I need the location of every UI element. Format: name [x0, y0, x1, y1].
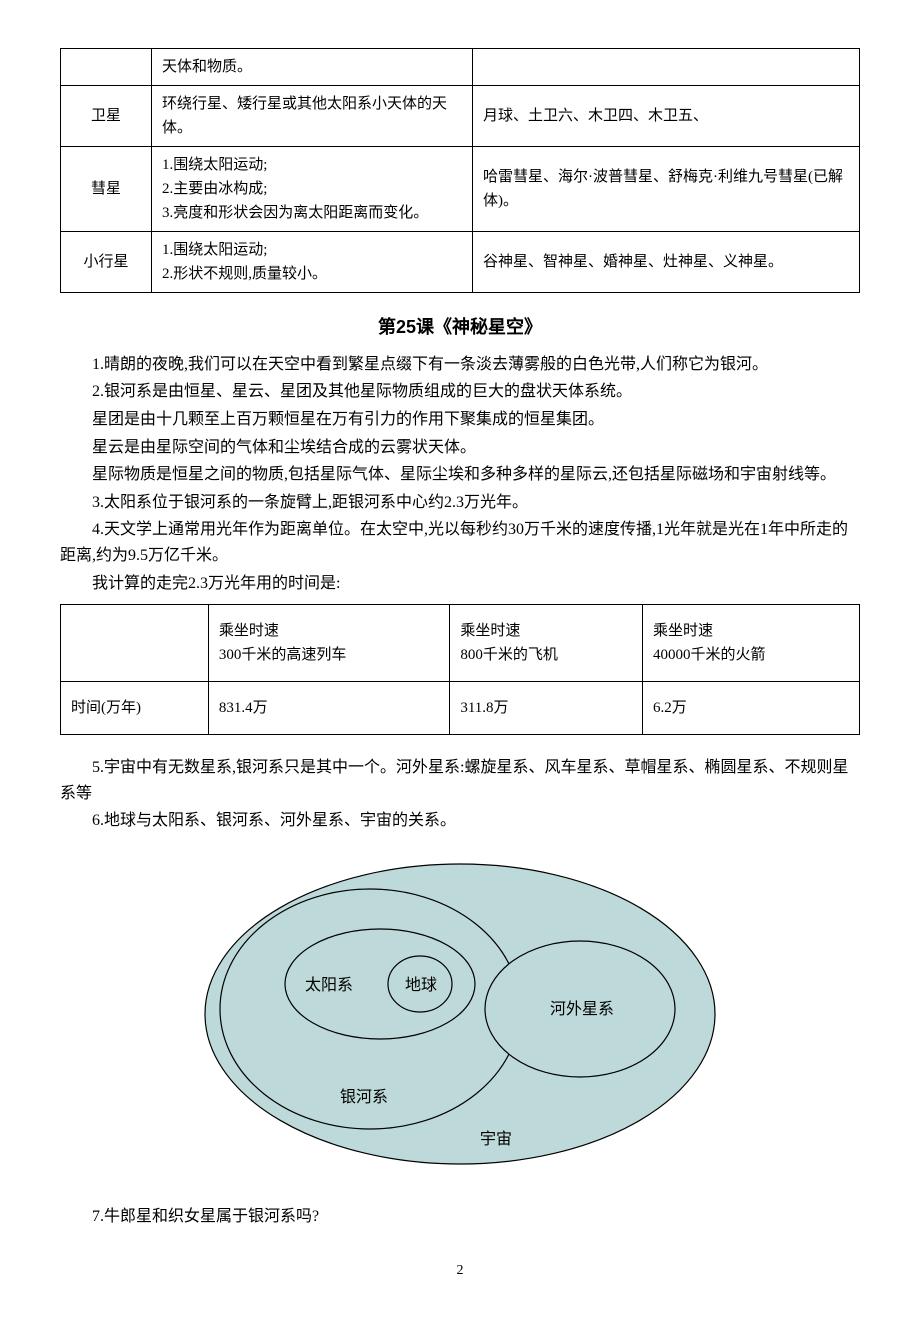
para-10: 6.地球与太阳系、银河系、河外星系、宇宙的关系。 — [60, 808, 860, 834]
cell-name: 彗星 — [61, 147, 152, 232]
para-1: 1.晴朗的夜晚,我们可以在天空中看到繁星点缀下有一条淡去薄雾般的白色光带,人们称… — [60, 352, 860, 378]
venn-svg: 宇宙 银河系 太阳系 地球河外星系 — [190, 844, 730, 1184]
table-row: 卫星环绕行星、矮行星或其他太阳系小天体的天体。月球、土卫六、木卫四、木卫五、 — [61, 86, 860, 147]
venn-label: 河外星系 — [550, 1000, 614, 1018]
cell-value: 6.2万 — [642, 682, 859, 735]
cell-desc: 1.围绕太阳运动; 2.形状不规则,质量较小。 — [152, 232, 473, 293]
cell-name — [61, 49, 152, 86]
page-number: 2 — [60, 1260, 860, 1282]
para-4: 星云是由星际空间的气体和尘埃结合成的云雾状天体。 — [60, 435, 860, 461]
cell-example: 月球、土卫六、木卫四、木卫五、 — [473, 86, 860, 147]
venn-label: 银河系 — [340, 1088, 388, 1106]
table-row: 小行星1.围绕太阳运动; 2.形状不规则,质量较小。谷神星、智神星、婚神星、灶神… — [61, 232, 860, 293]
cell-desc: 天体和物质。 — [152, 49, 473, 86]
cell-header: 乘坐时速 40000千米的火箭 — [642, 605, 859, 682]
universe-venn-diagram: 宇宙 银河系 太阳系 地球河外星系 — [60, 844, 860, 1184]
lesson-title: 第25课《神秘星空》 — [60, 313, 860, 342]
venn-label: 宇宙 — [480, 1130, 512, 1148]
cell-row-label: 时间(万年) — [61, 682, 209, 735]
table-row: 天体和物质。 — [61, 49, 860, 86]
cell-header: 乘坐时速 300千米的高速列车 — [208, 605, 449, 682]
para-2: 2.银河系是由恒星、星云、星团及其他星际物质组成的巨大的盘状天体系统。 — [60, 379, 860, 405]
para-9: 5.宇宙中有无数星系,银河系只是其中一个。河外星系:螺旋星系、风车星系、草帽星系… — [60, 755, 860, 806]
cell-example: 哈雷彗星、海尔·波普彗星、舒梅克·利维九号彗星(已解体)。 — [473, 147, 860, 232]
cell-name: 卫星 — [61, 86, 152, 147]
venn-label: 地球 — [405, 976, 437, 994]
para-5: 星际物质是恒星之间的物质,包括星际气体、星际尘埃和多种多样的星际云,还包括星际磁… — [60, 462, 860, 488]
para-11: 7.牛郎星和织女星属于银河系吗? — [60, 1204, 860, 1230]
para-3: 星团是由十几颗至上百万颗恒星在万有引力的作用下聚集成的恒星集团。 — [60, 407, 860, 433]
table-row: 彗星1.围绕太阳运动; 2.主要由冰构成; 3.亮度和形状会因为离太阳距离而变化… — [61, 147, 860, 232]
celestial-objects-table: 天体和物质。卫星环绕行星、矮行星或其他太阳系小天体的天体。月球、土卫六、木卫四、… — [60, 48, 860, 293]
cell-header: 乘坐时速 800千米的飞机 — [450, 605, 643, 682]
cell-desc: 环绕行星、矮行星或其他太阳系小天体的天体。 — [152, 86, 473, 147]
venn-label: 太阳系 — [305, 976, 353, 994]
para-7: 4.天文学上通常用光年作为距离单位。在太空中,光以每秒约30万千米的速度传播,1… — [60, 517, 860, 568]
travel-time-table: 乘坐时速 300千米的高速列车乘坐时速 800千米的飞机乘坐时速 40000千米… — [60, 604, 860, 735]
cell-example: 谷神星、智神星、婚神星、灶神星、义神星。 — [473, 232, 860, 293]
cell-name: 小行星 — [61, 232, 152, 293]
cell-header — [61, 605, 209, 682]
cell-value: 311.8万 — [450, 682, 643, 735]
cell-example — [473, 49, 860, 86]
para-6: 3.太阳系位于银河系的一条旋臂上,距银河系中心约2.3万光年。 — [60, 490, 860, 516]
cell-desc: 1.围绕太阳运动; 2.主要由冰构成; 3.亮度和形状会因为离太阳距离而变化。 — [152, 147, 473, 232]
cell-value: 831.4万 — [208, 682, 449, 735]
para-8: 我计算的走完2.3万光年用的时间是: — [60, 571, 860, 597]
